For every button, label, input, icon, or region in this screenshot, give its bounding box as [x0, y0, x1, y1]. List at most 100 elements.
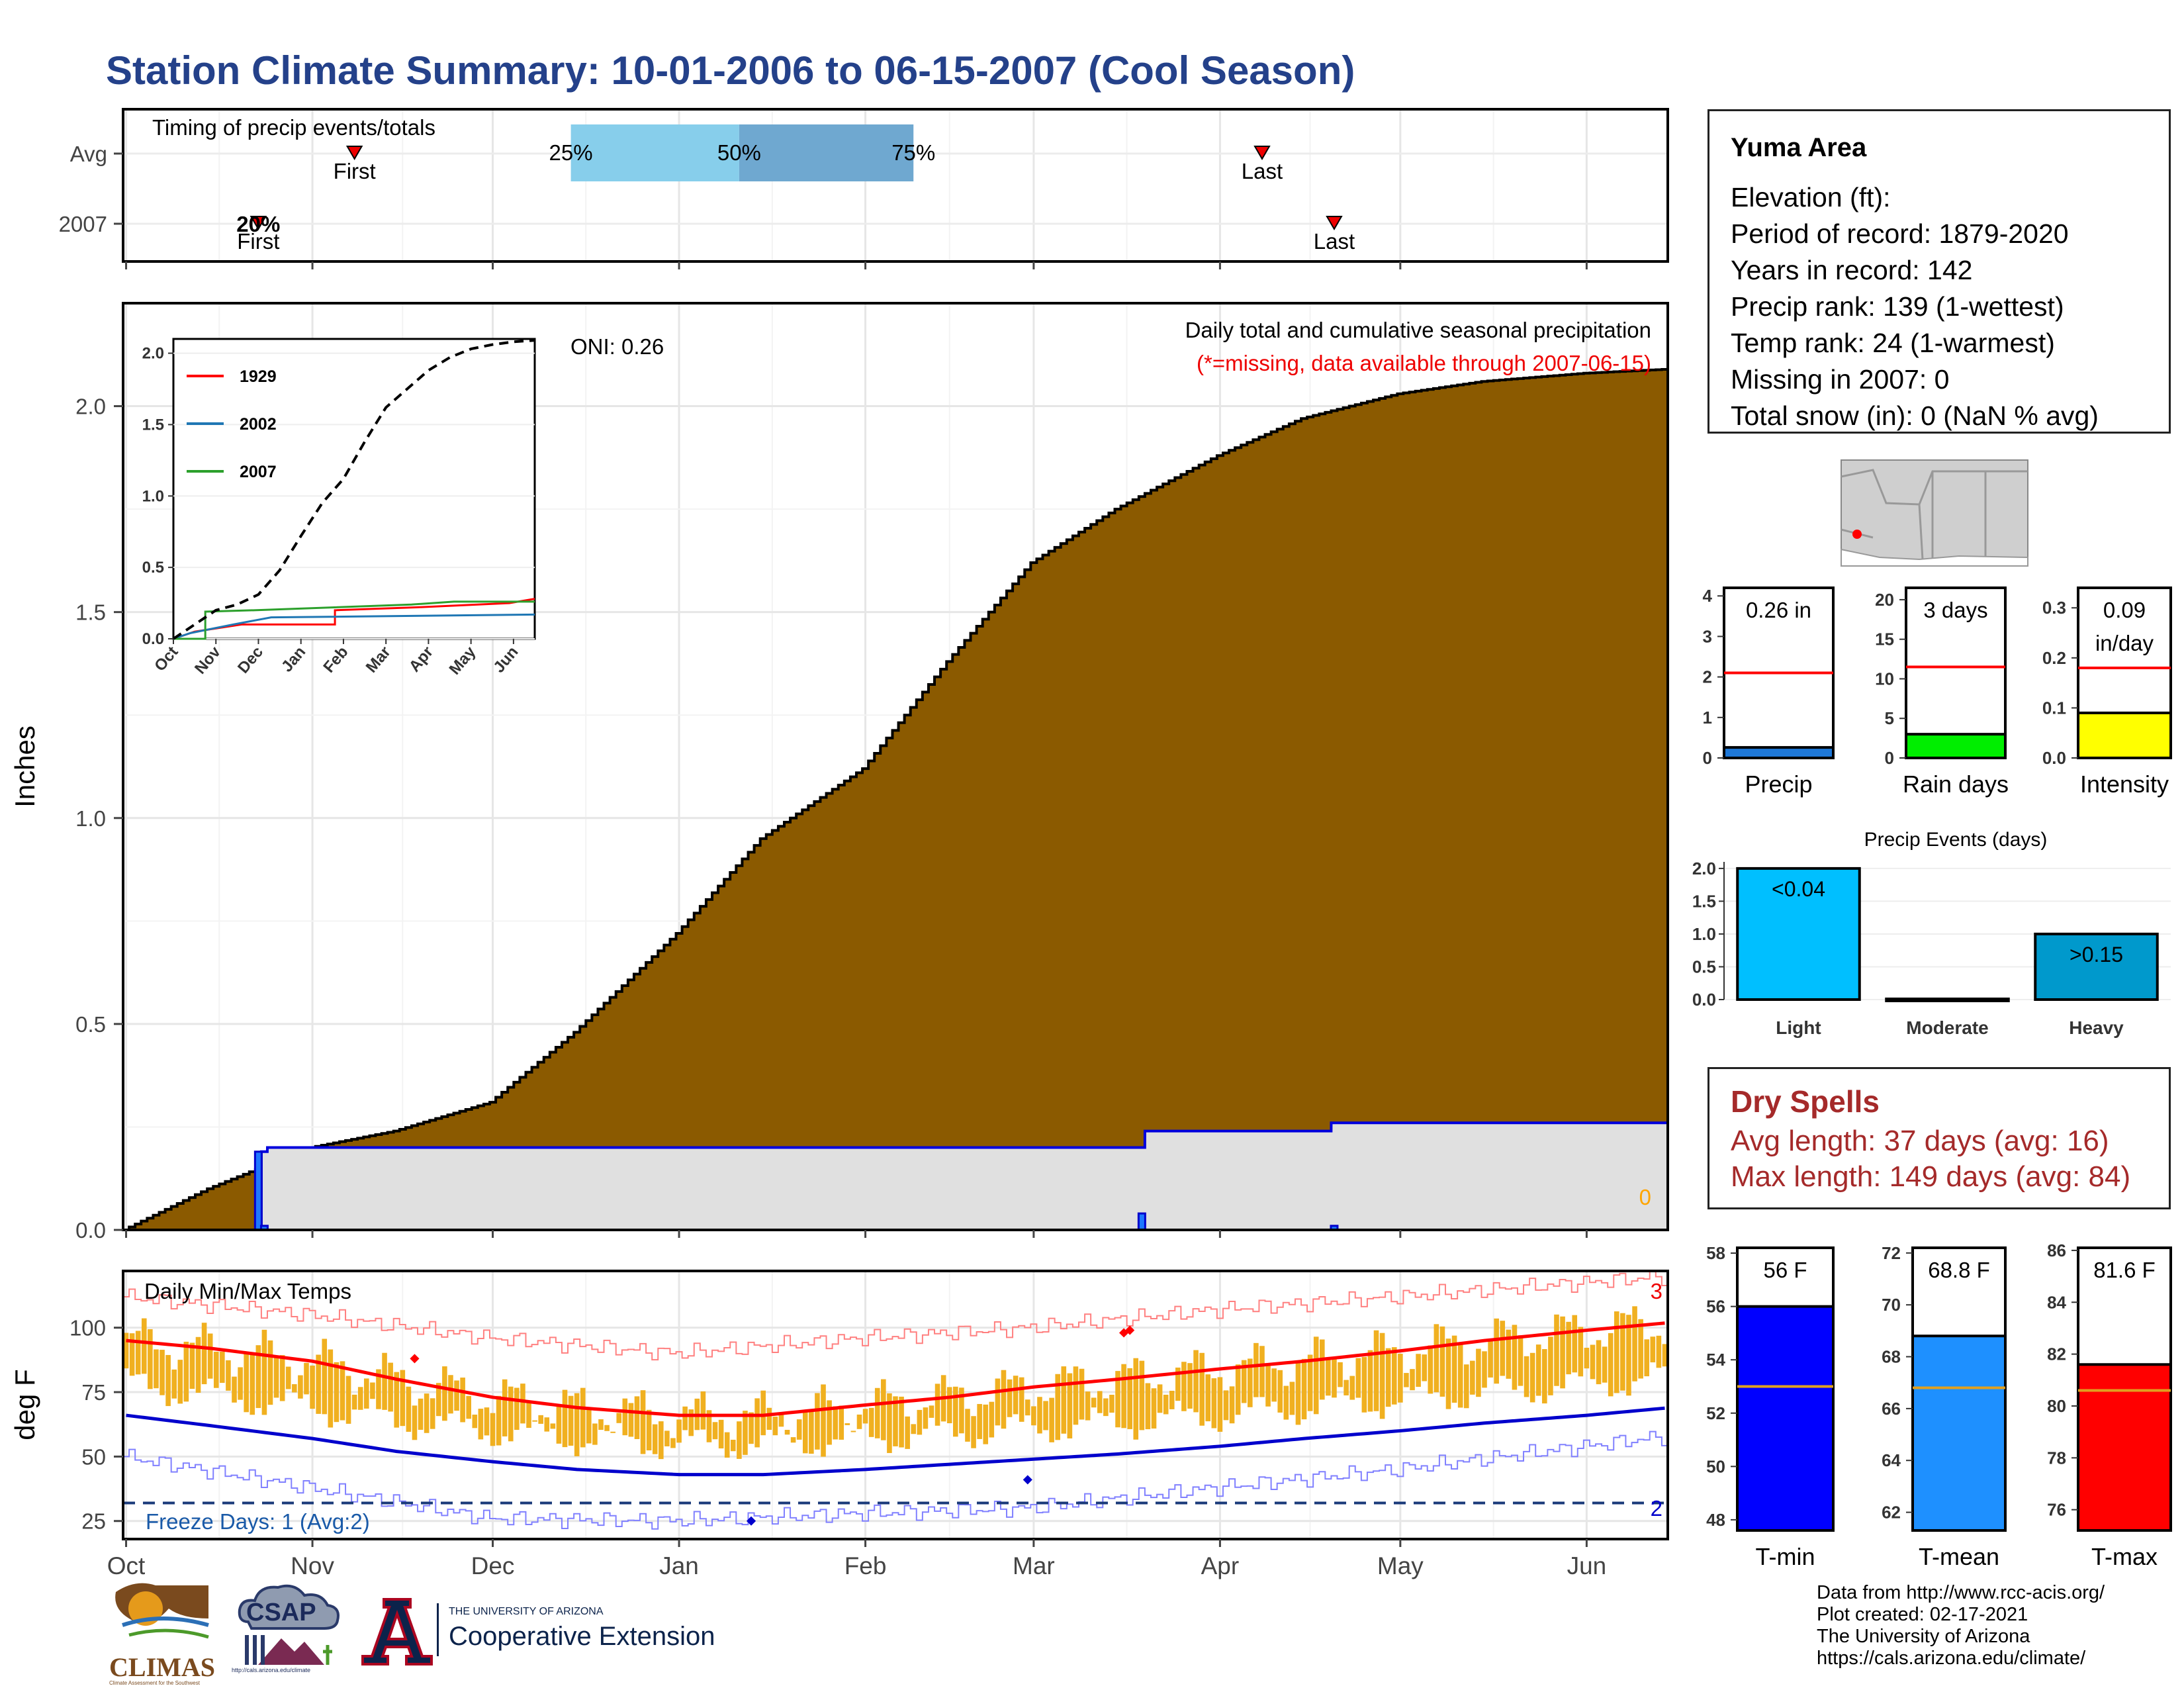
row-label-2007: 2007	[59, 212, 107, 236]
daily-temp-bar	[1590, 1344, 1596, 1380]
daily-temp-bar	[766, 1407, 772, 1430]
avg-last-label: Last	[1242, 159, 1283, 183]
summary-y-tick-label: 3	[1703, 626, 1712, 646]
station-period: Period of record: 1879-2020	[1731, 218, 2069, 249]
x-tick-label: Dec	[471, 1552, 515, 1579]
daily-temp-bar	[1379, 1333, 1385, 1419]
summary-value-label: 81.6 F	[2093, 1258, 2156, 1282]
y-tick-label: 0.5	[75, 1012, 106, 1037]
inset-legend-label: 2002	[240, 415, 277, 434]
credit-plot-created: Plot created: 02-17-2021	[1817, 1604, 2028, 1625]
daily-temp-bar	[226, 1360, 231, 1391]
summary-bar-t-mean	[1911, 1335, 2007, 1532]
y2007-first-marker	[250, 216, 267, 230]
inset-y-tick-label: 0.5	[142, 559, 164, 577]
daily-temp-bar	[1614, 1311, 1619, 1393]
climas-logo-text: CLIMAS	[109, 1652, 216, 1682]
daily-temp-bar	[514, 1387, 520, 1430]
daily-temp-bar	[1445, 1338, 1451, 1409]
summary-y-tick-label: 56	[1706, 1297, 1725, 1317]
daily-temp-bar	[1307, 1354, 1313, 1411]
daily-temp-bar	[881, 1379, 886, 1440]
daily-temp-bar	[334, 1362, 340, 1423]
events-y-tick-label: 0.5	[1692, 957, 1716, 976]
daily-temp-bar	[496, 1395, 502, 1446]
daily-temp-bar	[250, 1354, 255, 1415]
daily-temp-bar	[189, 1342, 195, 1389]
summary-y-tick-label: 0	[1703, 748, 1712, 768]
daily-temp-bar	[1602, 1346, 1608, 1383]
summary-value-label: 0.26 in	[1746, 598, 1811, 622]
daily-temp-bar	[261, 1329, 267, 1415]
daily-temp-bar	[550, 1423, 556, 1429]
daily-temp-bar	[616, 1413, 622, 1423]
daily-temp-bar	[778, 1415, 784, 1427]
avg-percentile-band-25-50	[570, 124, 739, 181]
station-snow: Total snow (in): 0 (NaN % avg)	[1731, 400, 2099, 431]
events-bar-label: <0.04	[1772, 877, 1825, 901]
daily-temp-bar	[580, 1387, 586, 1448]
daily-temp-bar	[544, 1417, 550, 1432]
daily-temp-bar	[754, 1398, 760, 1448]
daily-temp-bar	[749, 1412, 754, 1444]
daily-temp-bar	[412, 1405, 418, 1440]
daily-temp-bar	[123, 1333, 129, 1369]
avg-cumulative-area	[123, 368, 1668, 1230]
daily-temp-bar	[1584, 1348, 1590, 1369]
climas-logo-subtitle: Climate Assessment for the Southwest	[109, 1680, 200, 1686]
daily-temp-bar	[129, 1333, 135, 1376]
daily-temp-bar	[1259, 1346, 1265, 1397]
daily-temp-bar	[400, 1370, 406, 1427]
daily-temp-bar	[652, 1424, 658, 1454]
daily-temp-bar	[1211, 1378, 1217, 1429]
daily-temp-bar	[1332, 1358, 1337, 1398]
daily-temp-bar	[1055, 1374, 1061, 1440]
daily-temp-bar	[1079, 1368, 1085, 1420]
daily-precip-bar	[1137, 1212, 1146, 1230]
percentile-label: 50%	[717, 140, 761, 165]
inset-series-average	[172, 339, 535, 640]
credit-data-source: Data from http://www.rcc-acis.org/	[1817, 1582, 2105, 1603]
avg-first-label: First	[334, 159, 376, 183]
daily-temp-bar	[1277, 1370, 1283, 1413]
y2007-overlap-label: 20%	[236, 212, 280, 236]
daily-temp-bar	[1500, 1321, 1506, 1376]
daily-temp-bar	[1199, 1352, 1205, 1426]
daily-temp-bar	[1428, 1345, 1433, 1394]
dry-spells-title: Dry Spells	[1731, 1084, 1880, 1119]
daily-temp-bar	[971, 1416, 976, 1448]
x-tick-label: Mar	[1013, 1552, 1055, 1579]
daily-temp-bar	[724, 1432, 730, 1458]
daily-temp-bar	[279, 1355, 285, 1401]
daily-temp-bar	[1229, 1386, 1235, 1424]
inset-legend-label: 2007	[240, 463, 277, 481]
daily-temp-bar	[1416, 1354, 1421, 1387]
daily-temp-bar	[592, 1423, 598, 1445]
daily-temp-bar	[598, 1419, 604, 1430]
freeze-days-label: Freeze Days: 1 (Avg:2)	[146, 1509, 370, 1534]
missing-count-label: 0	[1639, 1185, 1651, 1209]
events-y-tick-label: 1.5	[1692, 891, 1716, 911]
daily-temp-bar	[1061, 1366, 1067, 1434]
daily-temp-bar	[357, 1387, 363, 1410]
record-high-line	[123, 1271, 1668, 1361]
daily-temp-bar	[304, 1362, 309, 1395]
daily-temp-bar	[905, 1416, 910, 1449]
daily-temp-bar	[220, 1351, 225, 1383]
precip-chart-subtitle: (*=missing, data available through 2007-…	[1197, 351, 1651, 375]
daily-temp-bar	[538, 1415, 543, 1424]
timing-chart: 25% 50% 75% First Last First Last 20% Timing of …	[59, 108, 1669, 269]
avg-tmax-line	[126, 1321, 1665, 1417]
daily-temp-bar	[676, 1419, 682, 1443]
inset-y-tick-label: 1.5	[142, 416, 164, 434]
daily-temp-bar	[490, 1413, 496, 1446]
daily-temp-bar	[659, 1421, 664, 1460]
row-label-avg: Avg	[70, 142, 107, 166]
daily-temp-bar	[887, 1393, 892, 1454]
daily-temp-bar	[292, 1384, 297, 1393]
daily-temp-bar	[1626, 1315, 1631, 1396]
daily-temp-bar	[244, 1352, 249, 1413]
daily-temp-bar	[712, 1422, 718, 1440]
daily-temp-bar	[1656, 1335, 1662, 1368]
